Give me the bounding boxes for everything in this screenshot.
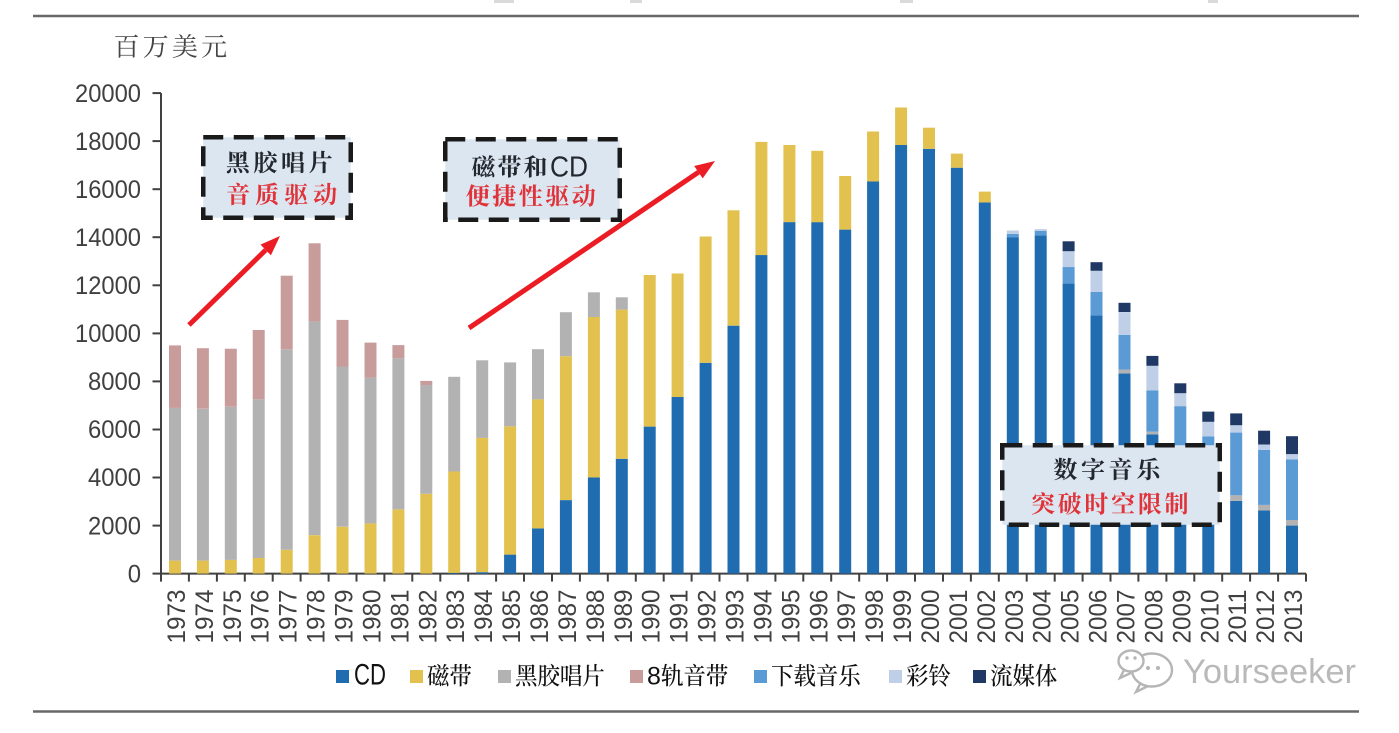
svg-text:1988: 1988 — [582, 590, 610, 644]
svg-text:2008: 2008 — [1140, 590, 1168, 644]
svg-text:2001: 2001 — [945, 590, 973, 644]
svg-text:1975: 1975 — [219, 590, 247, 644]
svg-text:1987: 1987 — [554, 590, 582, 644]
svg-text:2006: 2006 — [1085, 590, 1113, 644]
svg-text:2013: 2013 — [1280, 590, 1308, 644]
svg-text:2009: 2009 — [1168, 590, 1196, 644]
svg-text:4000: 4000 — [88, 464, 141, 492]
svg-text:20000: 20000 — [75, 80, 141, 108]
svg-text:CD: CD — [354, 659, 386, 692]
svg-text:CD: CD — [550, 151, 588, 183]
svg-text:2012: 2012 — [1252, 590, 1280, 644]
svg-text:2007: 2007 — [1113, 590, 1141, 644]
svg-text:18000: 18000 — [75, 128, 141, 156]
svg-text:1980: 1980 — [359, 590, 387, 644]
svg-text:2004: 2004 — [1029, 589, 1057, 643]
svg-text:1990: 1990 — [638, 590, 666, 644]
svg-text:1986: 1986 — [526, 590, 554, 644]
svg-text:1996: 1996 — [805, 590, 833, 644]
svg-text:1981: 1981 — [386, 590, 414, 644]
svg-text:2003: 2003 — [1001, 590, 1029, 644]
svg-text:12000: 12000 — [75, 272, 141, 300]
svg-text:1983: 1983 — [442, 590, 470, 644]
svg-text:2002: 2002 — [973, 590, 1001, 644]
svg-text:10000: 10000 — [75, 320, 141, 348]
svg-text:1999: 1999 — [889, 590, 917, 644]
svg-text:1995: 1995 — [777, 590, 805, 644]
svg-text:1994: 1994 — [749, 589, 777, 643]
svg-text:14000: 14000 — [75, 224, 141, 252]
svg-text:1993: 1993 — [722, 590, 750, 644]
svg-text:2011: 2011 — [1224, 590, 1252, 644]
svg-text:2000: 2000 — [88, 512, 141, 540]
svg-text:1976: 1976 — [247, 590, 275, 644]
svg-text:1985: 1985 — [498, 590, 526, 644]
svg-text:8: 8 — [647, 663, 661, 691]
svg-text:6000: 6000 — [88, 416, 141, 444]
svg-text:8000: 8000 — [88, 368, 141, 396]
svg-text:1978: 1978 — [303, 590, 331, 644]
svg-text:Yourseeker: Yourseeker — [1183, 653, 1356, 691]
svg-text:1973: 1973 — [163, 590, 191, 644]
svg-text:2000: 2000 — [917, 590, 945, 644]
svg-text:1992: 1992 — [694, 590, 722, 644]
svg-text:1991: 1991 — [666, 590, 694, 644]
svg-text:2005: 2005 — [1057, 590, 1085, 644]
svg-text:1982: 1982 — [414, 590, 442, 644]
svg-text:0: 0 — [128, 560, 141, 588]
svg-text:2010: 2010 — [1196, 590, 1224, 644]
svg-text:1979: 1979 — [331, 590, 359, 644]
svg-text:1989: 1989 — [610, 590, 638, 644]
svg-text:1977: 1977 — [275, 590, 303, 644]
svg-text:1997: 1997 — [833, 590, 861, 644]
svg-text:1984: 1984 — [470, 589, 498, 643]
svg-text:1974: 1974 — [191, 589, 219, 643]
svg-text:16000: 16000 — [75, 176, 141, 204]
svg-text:1998: 1998 — [861, 590, 889, 644]
